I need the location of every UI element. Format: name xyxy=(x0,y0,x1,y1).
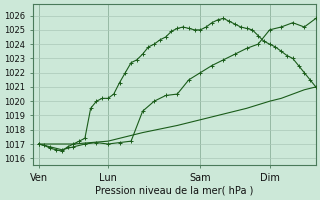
X-axis label: Pression niveau de la mer( hPa ): Pression niveau de la mer( hPa ) xyxy=(95,186,253,196)
